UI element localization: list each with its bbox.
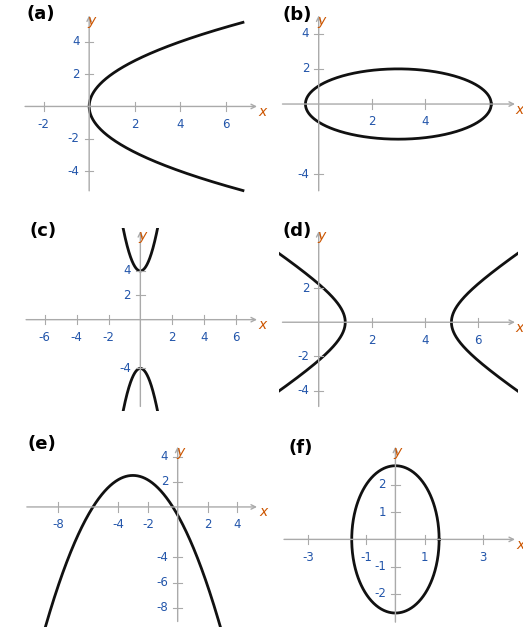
Text: 6: 6 xyxy=(232,331,240,344)
Text: 4: 4 xyxy=(421,334,429,347)
Text: -4: -4 xyxy=(112,518,124,531)
Text: 4: 4 xyxy=(302,27,309,41)
Text: 2: 2 xyxy=(204,518,211,531)
Text: 6: 6 xyxy=(474,334,482,347)
Text: 4: 4 xyxy=(123,265,131,277)
Text: 4: 4 xyxy=(234,518,241,531)
Text: y: y xyxy=(87,13,96,28)
Text: 2: 2 xyxy=(161,475,168,488)
Text: (b): (b) xyxy=(283,6,312,24)
Text: y: y xyxy=(139,229,147,243)
Text: 2: 2 xyxy=(302,282,309,294)
Text: y: y xyxy=(317,13,325,28)
Text: (a): (a) xyxy=(26,5,55,23)
Text: -4: -4 xyxy=(298,168,309,181)
Text: 2: 2 xyxy=(123,289,131,302)
Text: -2: -2 xyxy=(68,132,79,146)
Text: (e): (e) xyxy=(27,435,56,453)
Text: -2: -2 xyxy=(38,118,50,131)
Text: -6: -6 xyxy=(156,576,168,589)
Text: 4: 4 xyxy=(72,35,79,48)
Text: 2: 2 xyxy=(368,334,376,347)
Text: -1: -1 xyxy=(360,551,372,564)
Text: -4: -4 xyxy=(71,331,83,344)
Text: -3: -3 xyxy=(302,551,314,564)
Text: (d): (d) xyxy=(283,222,312,240)
Text: x: x xyxy=(516,321,523,335)
Text: 2: 2 xyxy=(72,68,79,80)
Text: 1: 1 xyxy=(379,506,386,518)
Text: -2: -2 xyxy=(103,331,115,344)
Text: 4: 4 xyxy=(161,450,168,463)
Text: x: x xyxy=(258,105,266,119)
Text: 4: 4 xyxy=(200,331,208,344)
Text: 6: 6 xyxy=(222,118,230,131)
Text: 2: 2 xyxy=(368,115,376,128)
Text: 4: 4 xyxy=(421,115,429,128)
Text: x: x xyxy=(258,318,267,332)
Text: x: x xyxy=(259,505,267,520)
Text: 2: 2 xyxy=(131,118,139,131)
Text: y: y xyxy=(394,445,402,459)
Text: (c): (c) xyxy=(29,222,56,240)
Text: -2: -2 xyxy=(374,587,386,601)
Text: 1: 1 xyxy=(421,551,428,564)
Text: y: y xyxy=(317,229,325,243)
Text: y: y xyxy=(176,444,184,458)
Text: x: x xyxy=(517,538,523,552)
Text: -6: -6 xyxy=(39,331,51,344)
Text: 3: 3 xyxy=(479,551,486,564)
Text: (f): (f) xyxy=(288,439,313,456)
Text: -4: -4 xyxy=(298,384,309,397)
Text: 2: 2 xyxy=(379,479,386,491)
Text: 2: 2 xyxy=(302,63,309,75)
Text: -4: -4 xyxy=(68,165,79,178)
Text: x: x xyxy=(516,103,523,116)
Text: 4: 4 xyxy=(176,118,184,131)
Text: -4: -4 xyxy=(156,551,168,564)
Text: -8: -8 xyxy=(52,518,64,531)
Text: -2: -2 xyxy=(298,350,309,363)
Text: -8: -8 xyxy=(156,601,168,614)
Text: 2: 2 xyxy=(168,331,176,344)
Text: -4: -4 xyxy=(119,362,131,375)
Text: -1: -1 xyxy=(374,560,386,573)
Text: -2: -2 xyxy=(142,518,154,531)
